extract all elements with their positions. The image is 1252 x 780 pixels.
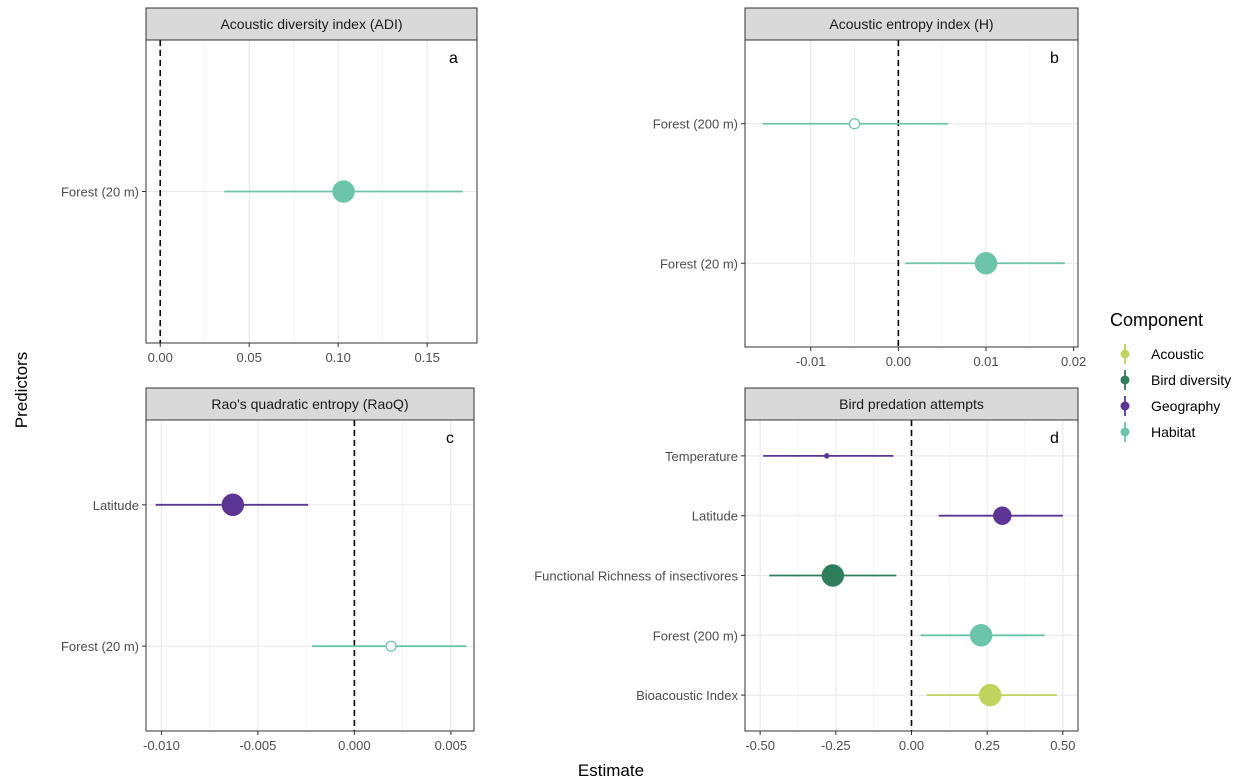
point-estimate	[385, 640, 397, 652]
panel-border	[145, 419, 475, 732]
x-tick-label: -0.01	[796, 354, 826, 369]
y-axis-title: Predictors	[12, 352, 31, 429]
panel-letter: d	[1050, 430, 1059, 447]
panel-strip	[145, 7, 478, 41]
x-tick-label: -0.005	[239, 738, 276, 753]
legend-item: Habitat	[1120, 422, 1195, 442]
x-tick-label: 0.00	[148, 350, 173, 365]
legend-item: Geography	[1120, 396, 1220, 416]
x-tick-label: 0.10	[326, 350, 351, 365]
y-tick-label: Forest (200 m)	[653, 117, 738, 132]
y-tick-label: Forest (20 m)	[61, 185, 139, 200]
x-tick-label: 0.005	[435, 738, 468, 753]
x-tick-label: 0.05	[237, 350, 262, 365]
point-estimate	[221, 493, 245, 517]
x-tick-label: 0.01	[973, 354, 998, 369]
panel-strip	[145, 387, 475, 421]
panel-border	[744, 39, 1079, 348]
point-estimate	[332, 180, 355, 203]
y-tick-label: Latitude	[692, 509, 738, 524]
legend-title: Component	[1110, 310, 1203, 330]
x-tick-label: 0.15	[415, 350, 440, 365]
x-axis-title: Estimate	[578, 761, 644, 780]
legend: Component Acoustic Bird diversity Geograph…	[1110, 310, 1231, 442]
panel-letter: b	[1050, 50, 1059, 67]
legend-label: Acoustic	[1151, 346, 1204, 362]
x-tick-label: 0.25	[975, 738, 1000, 753]
x-tick-label: 0.00	[899, 738, 924, 753]
panel-background	[745, 40, 1078, 347]
x-tick-label: 0.50	[1050, 738, 1075, 753]
y-tick-label: Forest (200 m)	[653, 628, 738, 643]
y-tick-label: Forest (20 m)	[660, 256, 738, 271]
x-tick-label: 0.000	[338, 738, 371, 753]
x-tick-label: 0.00	[886, 354, 911, 369]
legend-key-point	[1120, 401, 1130, 411]
legend-item: Bird diversity	[1120, 370, 1231, 390]
point-estimate	[993, 506, 1012, 525]
panel-title: Acoustic diversity index (ADI)	[220, 16, 402, 32]
point-estimate	[823, 453, 830, 459]
legend-key-point	[1120, 427, 1130, 437]
point-estimate	[969, 624, 993, 647]
legend-key-point	[1120, 375, 1130, 385]
y-tick-label: Bioacoustic Index	[636, 688, 738, 703]
panel-title: Bird predation attempts	[839, 396, 984, 412]
panel-letter: a	[449, 50, 458, 67]
panel-background	[146, 420, 474, 731]
panel-title: Rao's quadratic entropy (RaoQ)	[211, 396, 408, 412]
legend-key-point	[1120, 349, 1130, 359]
panel-title: Acoustic entropy index (H)	[829, 16, 993, 32]
panel-c: Rao's quadratic entropy (RaoQ) c -0.010 -0.…	[61, 387, 475, 753]
panel-b: Acoustic entropy index (H) b -0.01 0.00 0.01…	[653, 7, 1086, 369]
legend-label: Bird diversity	[1151, 372, 1231, 388]
y-tick-label: Temperature	[665, 449, 738, 464]
y-tick-label: Latitude	[93, 498, 139, 513]
x-tick-label: -0.25	[821, 738, 851, 753]
y-tick-label: Forest (20 m)	[61, 639, 139, 654]
panel-a: Acoustic diversity index (ADI) a 0.00 0.05 0…	[61, 7, 478, 365]
y-tick-label: Functional Richness of insectivores	[534, 569, 738, 584]
point-estimate	[848, 118, 861, 130]
point-estimate	[978, 683, 1002, 707]
point-estimate	[974, 252, 998, 275]
legend-label: Habitat	[1151, 424, 1195, 440]
x-tick-label: -0.50	[745, 738, 775, 753]
x-tick-label: 0.02	[1061, 354, 1086, 369]
x-tick-label: -0.010	[143, 738, 180, 753]
panel-d: Bird predation attempts d -0.50 -0.25 0.00 0.…	[534, 387, 1079, 753]
panel-strip	[744, 387, 1079, 421]
panel-letter: c	[446, 430, 454, 447]
panel-strip	[744, 7, 1079, 41]
point-estimate	[821, 564, 845, 587]
legend-label: Geography	[1151, 398, 1220, 414]
legend-item: Acoustic	[1120, 344, 1204, 364]
